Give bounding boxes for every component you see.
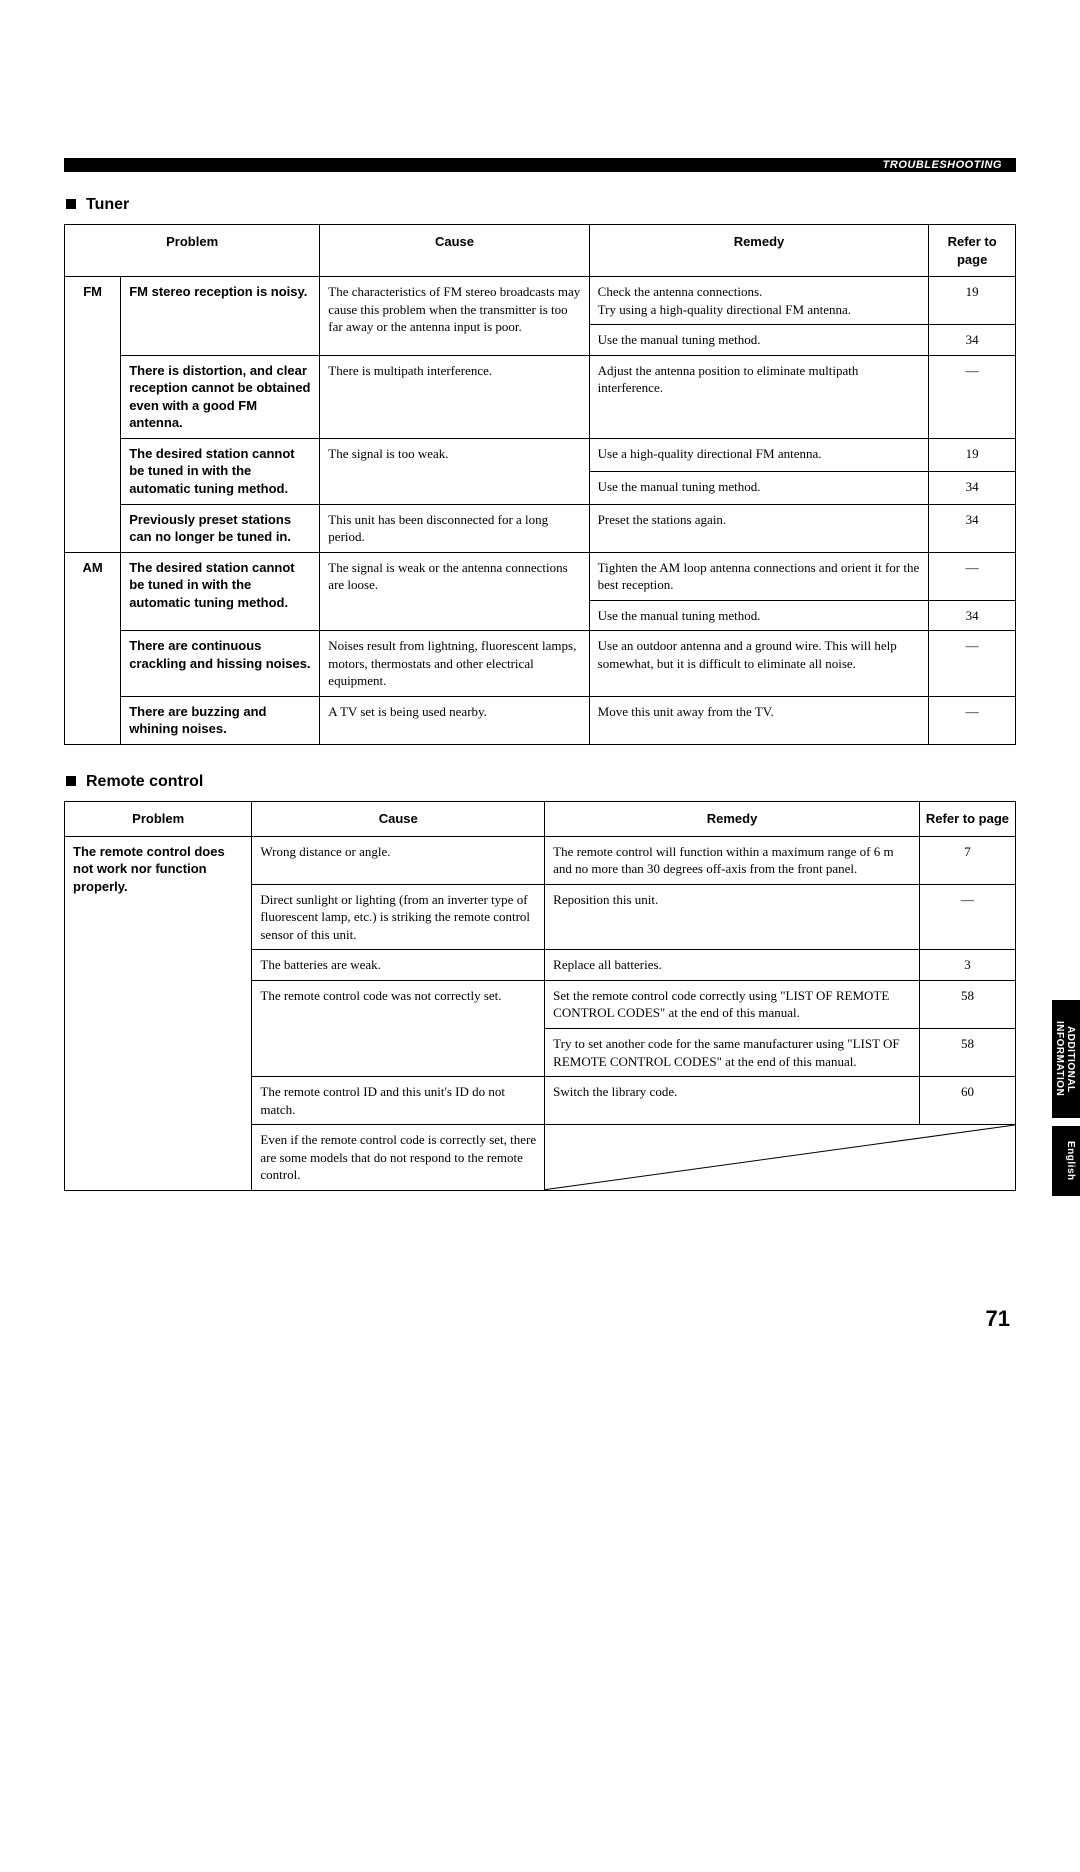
remedy-cell: Use a high-quality directional FM antenn… (589, 438, 929, 471)
page-ref-cell: 34 (929, 504, 1016, 552)
problem-cell: FM stereo reception is noisy. (121, 277, 320, 356)
remedy-cell: Use the manual tuning method. (589, 325, 929, 356)
page-ref-cell: 34 (929, 600, 1016, 631)
page-ref-cell: 7 (919, 836, 1015, 884)
remedy-cell: Replace all batteries. (545, 950, 920, 981)
remedy-cell: Move this unit away from the TV. (589, 696, 929, 744)
remote-table: ProblemCauseRemedyRefer to pageThe remot… (64, 801, 1016, 1191)
problem-cell: There are continuous crackling and hissi… (121, 631, 320, 697)
page-ref-cell: — (929, 696, 1016, 744)
tab-english: English (1052, 1126, 1080, 1196)
remedy-cell: Reposition this unit. (545, 884, 920, 950)
tab-additional-info: ADDITIONAL INFORMATION (1052, 1000, 1080, 1118)
problem-cell: Previously preset stations can no longer… (121, 504, 320, 552)
header-bar: TROUBLESHOOTING (64, 158, 1016, 180)
manual-page: TROUBLESHOOTING Tuner ProblemCauseRemedy… (0, 0, 1080, 1259)
band-label: AM (65, 552, 121, 744)
page-ref-cell: 19 (929, 438, 1016, 471)
remedy-cell: Tighten the AM loop antenna connections … (589, 552, 929, 600)
remedy-cell: Use the manual tuning method. (589, 471, 929, 504)
remedy-cell: Check the antenna connections.Try using … (589, 277, 929, 325)
cause-cell: Direct sunlight or lighting (from an inv… (252, 884, 545, 950)
problem-cell: The desired station cannot be tuned in w… (121, 552, 320, 631)
cause-cell: Even if the remote control code is corre… (252, 1125, 545, 1191)
cause-cell: The remote control code was not correctl… (252, 980, 545, 1076)
section-tuner: Tuner ProblemCauseRemedyRefer to pageFMF… (64, 196, 1016, 745)
page-ref-cell: 34 (929, 325, 1016, 356)
page-ref-cell: 19 (929, 277, 1016, 325)
cause-cell: The characteristics of FM stereo broadca… (320, 277, 589, 356)
problem-cell: The desired station cannot be tuned in w… (121, 438, 320, 504)
problem-cell: The remote control does not work nor fun… (65, 836, 252, 1190)
tuner-table: ProblemCauseRemedyRefer to pageFMFM ster… (64, 224, 1016, 745)
remedy-cell: Use the manual tuning method. (589, 600, 929, 631)
cause-cell: The signal is too weak. (320, 438, 589, 504)
header-label: TROUBLESHOOTING (879, 158, 1006, 172)
remedy-cell: Adjust the antenna position to eliminate… (589, 355, 929, 438)
remote-title-text: Remote control (86, 773, 203, 790)
remedy-cell: Switch the library code. (545, 1077, 920, 1125)
page-ref-cell: 58 (919, 1028, 1015, 1076)
page-ref-cell: — (929, 552, 1016, 600)
side-tabs: ADDITIONAL INFORMATION English (1052, 1000, 1080, 1196)
no-remedy-diagonal (545, 1125, 1016, 1191)
problem-cell: There is distortion, and clear reception… (121, 355, 320, 438)
remedy-cell: The remote control will function within … (545, 836, 920, 884)
cause-cell: The signal is weak or the antenna connec… (320, 552, 589, 631)
cause-cell: There is multipath interference. (320, 355, 589, 438)
remedy-cell: Preset the stations again. (589, 504, 929, 552)
page-ref-cell: 60 (919, 1077, 1015, 1125)
remedy-cell: Try to set another code for the same man… (545, 1028, 920, 1076)
page-ref-cell: — (929, 355, 1016, 438)
page-number: 71 (986, 1306, 1010, 1332)
tuner-title-text: Tuner (86, 196, 129, 213)
cause-cell: Noises result from lightning, fluorescen… (320, 631, 589, 697)
section-title-remote: Remote control (66, 773, 1016, 791)
page-ref-cell: — (919, 884, 1015, 950)
page-ref-cell: — (929, 631, 1016, 697)
section-remote: Remote control ProblemCauseRemedyRefer t… (64, 773, 1016, 1191)
band-label: FM (65, 277, 121, 553)
cause-cell: Wrong distance or angle. (252, 836, 545, 884)
square-bullet-icon (66, 776, 76, 786)
page-ref-cell: 58 (919, 980, 1015, 1028)
page-ref-cell: 3 (919, 950, 1015, 981)
cause-cell: The batteries are weak. (252, 950, 545, 981)
cause-cell: A TV set is being used nearby. (320, 696, 589, 744)
cause-cell: This unit has been disconnected for a lo… (320, 504, 589, 552)
square-bullet-icon (66, 199, 76, 209)
remedy-cell: Set the remote control code correctly us… (545, 980, 920, 1028)
cause-cell: The remote control ID and this unit's ID… (252, 1077, 545, 1125)
remedy-cell: Use an outdoor antenna and a ground wire… (589, 631, 929, 697)
problem-cell: There are buzzing and whining noises. (121, 696, 320, 744)
page-ref-cell: 34 (929, 471, 1016, 504)
section-title-tuner: Tuner (66, 196, 1016, 214)
